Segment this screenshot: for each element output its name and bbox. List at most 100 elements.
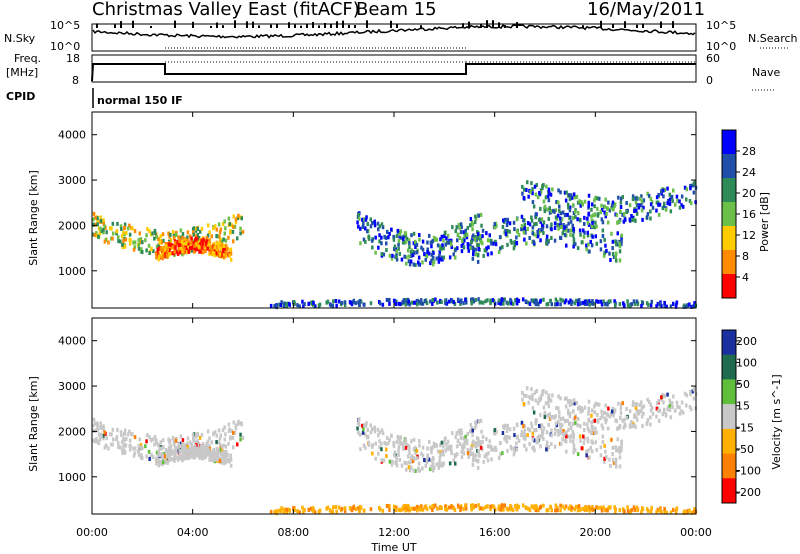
power-cell [438, 253, 441, 258]
velocity-cell [517, 438, 521, 443]
power-cell [407, 259, 411, 264]
velocity-cell [435, 462, 439, 467]
velocity-cell [217, 456, 220, 461]
power-cell [371, 245, 374, 250]
power-cell [217, 241, 220, 246]
velocity-cell [550, 508, 553, 513]
power-cell [161, 248, 164, 253]
power-cell [684, 304, 687, 309]
power-cell [232, 214, 235, 219]
velocity-cell [157, 443, 160, 448]
power-cell [438, 257, 442, 262]
velocity-cell [145, 439, 148, 444]
velocity-cell [92, 417, 96, 422]
power-cell [434, 236, 437, 241]
velocity-cell [490, 444, 493, 449]
velocity-cell [405, 443, 408, 448]
power-cell [526, 221, 530, 225]
velocity-cell [474, 504, 477, 508]
power-cell [491, 298, 495, 303]
power-cell [594, 234, 597, 239]
velocity-cell [502, 503, 505, 508]
nsky-spike [342, 20, 344, 28]
velocity-cell [366, 428, 369, 432]
velocity-cell [298, 510, 301, 515]
power-cell [215, 234, 218, 238]
velocity-cell [615, 419, 619, 424]
velocity-cell [587, 448, 590, 453]
velocity-cell [390, 462, 394, 467]
power-cell [331, 303, 335, 308]
power-cell [651, 205, 655, 210]
velocity-cell [556, 508, 559, 513]
velocity-cell [352, 504, 356, 509]
power-cell [421, 239, 425, 244]
power-cell [444, 298, 447, 303]
power-cell [634, 199, 638, 204]
power-cell [420, 298, 423, 303]
power-cell [402, 234, 405, 239]
power-cell [189, 246, 192, 251]
power-cell [269, 303, 273, 308]
velocity-cell [187, 455, 190, 460]
velocity-cell [597, 505, 600, 510]
power-cell [309, 300, 313, 305]
power-cell [649, 216, 652, 221]
power-cell [172, 233, 176, 238]
velocity-cell [531, 393, 534, 397]
colorbar-frame [721, 329, 737, 504]
velocity-cell [640, 409, 643, 414]
velocity-cell [551, 414, 555, 419]
power-cell [566, 228, 570, 233]
velocity-cell [181, 458, 184, 463]
power-cell [587, 203, 590, 208]
velocity-cell [561, 504, 565, 509]
velocity-cell [148, 435, 151, 440]
power-cell [517, 298, 521, 303]
power-cell [556, 213, 560, 218]
power-cell [409, 250, 413, 254]
velocity-cell [506, 423, 509, 428]
velocity-cell [565, 449, 568, 454]
power-cell [215, 245, 218, 250]
power-cell [555, 200, 558, 204]
power-cell [474, 214, 477, 219]
velocity-cell [471, 451, 475, 456]
velocity-cell [534, 398, 538, 403]
velocity-cell [607, 406, 610, 411]
power-cell [594, 195, 598, 200]
velocity-cell [493, 428, 496, 433]
velocity-cell [635, 417, 639, 422]
power-cell [514, 298, 517, 303]
power-cell [656, 200, 660, 205]
velocity-cell [611, 406, 615, 411]
velocity-cell [539, 504, 542, 509]
power-cell [97, 226, 101, 231]
power-heatmap [92, 180, 698, 310]
time-axis-label: Time UT [370, 541, 416, 554]
power-cell [567, 193, 571, 198]
power-cell [169, 232, 172, 237]
power-cell [520, 224, 524, 229]
power-cell [615, 258, 618, 263]
velocity-cell [521, 433, 525, 438]
nsky-spike [234, 20, 236, 28]
velocity-cell [440, 440, 444, 445]
power-cell [545, 224, 549, 229]
power-cell [232, 239, 235, 244]
power-cell [534, 215, 538, 220]
velocity-cell [456, 444, 459, 449]
power-cell [528, 222, 532, 227]
power-cell [589, 239, 592, 244]
velocity-cell [603, 410, 606, 415]
power-cell [208, 246, 212, 251]
nsky-spike [276, 24, 278, 28]
velocity-cell [208, 436, 211, 441]
power-cell [312, 300, 315, 305]
power-cell [456, 297, 460, 302]
velocity-cell [223, 425, 226, 430]
velocity-cell [688, 405, 692, 409]
velocity-cell [595, 447, 598, 452]
power-cell [619, 209, 622, 214]
power-cell [613, 204, 616, 209]
